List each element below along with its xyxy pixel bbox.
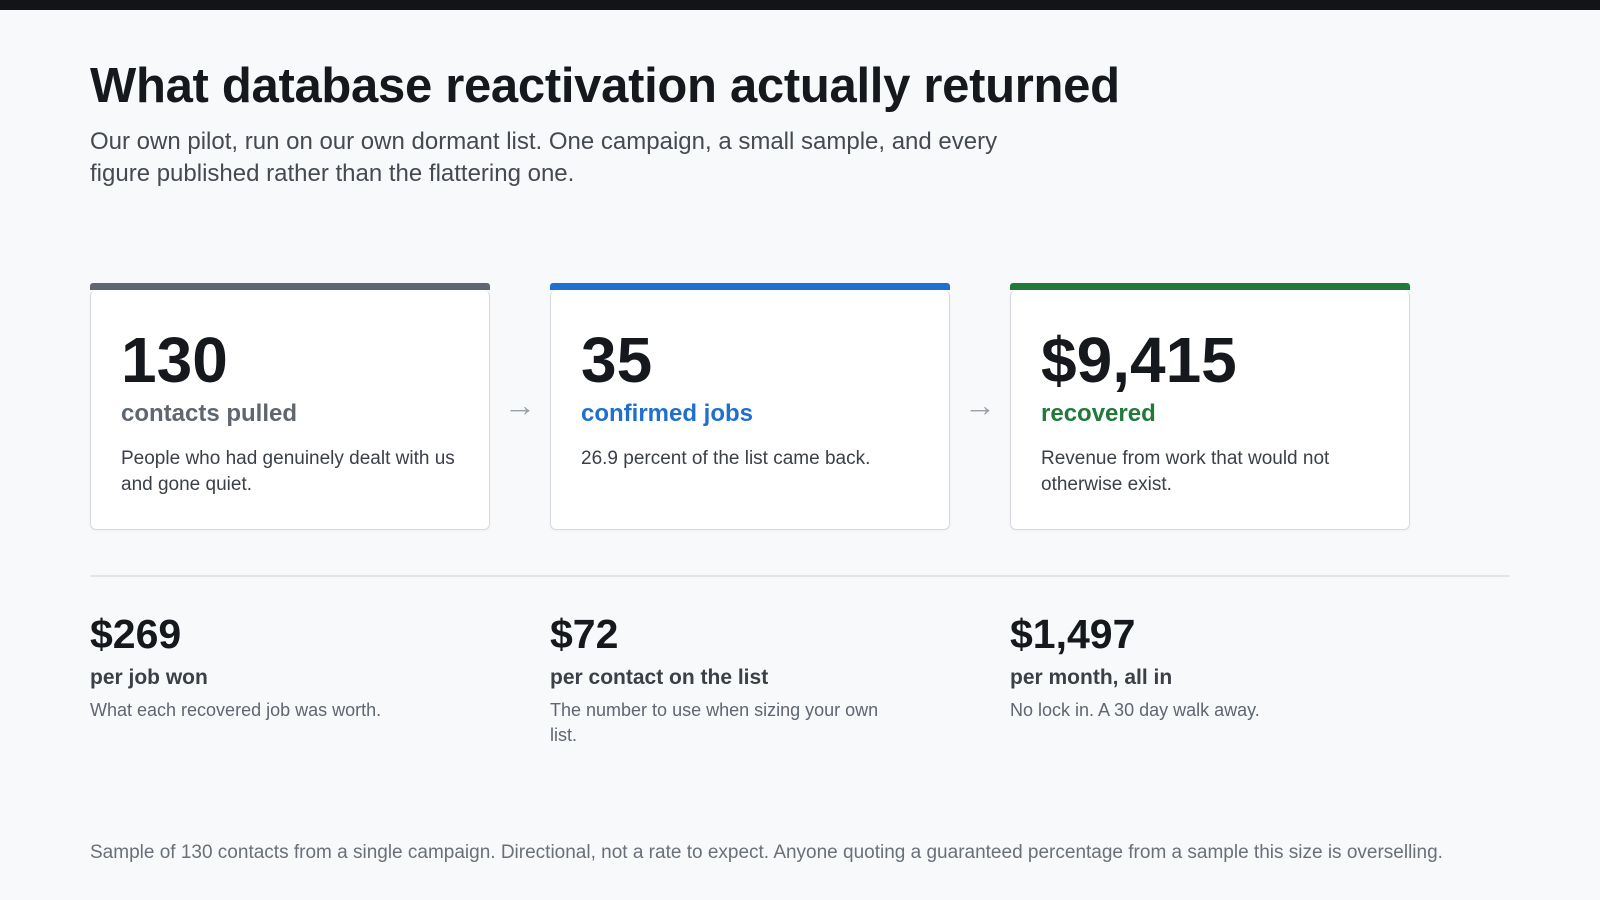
metric-description: People who had genuinely dealt with us a… bbox=[121, 448, 455, 495]
metric-description: Revenue from work that would not otherwi… bbox=[1041, 448, 1330, 495]
metric-value: $9,415 bbox=[1041, 324, 1237, 396]
card-accent-bar bbox=[90, 283, 490, 290]
card-accent-bar bbox=[550, 283, 950, 290]
metric-card-jobs: 35 confirmed jobs 26.9 percent of the li… bbox=[550, 283, 950, 530]
stat-amount: $72 bbox=[550, 611, 619, 657]
top-bar bbox=[0, 0, 1600, 10]
arrow-right-icon: → bbox=[504, 387, 536, 423]
metric-value: 130 bbox=[121, 324, 228, 396]
metric-label: recovered bbox=[1041, 400, 1156, 427]
metric-label: contacts pulled bbox=[121, 400, 298, 427]
stat-label: per job won bbox=[90, 666, 208, 689]
stat-label: per contact on the list bbox=[550, 666, 769, 689]
stat-amount: $1,497 bbox=[1010, 611, 1136, 657]
page-title: What database reactivation actually retu… bbox=[90, 59, 1120, 113]
metric-label: confirmed jobs bbox=[581, 400, 754, 427]
stat-note: What each recovered job was worth. bbox=[90, 700, 382, 720]
section-divider bbox=[90, 575, 1510, 577]
stat-amount: $269 bbox=[90, 611, 182, 657]
stat-note: The number to use when sizing your own l… bbox=[550, 700, 879, 745]
metric-card-recovered: $9,415 recovered Revenue from work that … bbox=[1010, 283, 1410, 530]
metric-description: 26.9 percent of the list came back. bbox=[581, 448, 871, 469]
metric-card-contacts: 130 contacts pulled People who had genui… bbox=[90, 283, 490, 530]
stat-label: per month, all in bbox=[1010, 666, 1173, 689]
footnote: Sample of 130 contacts from a single cam… bbox=[90, 842, 1443, 863]
stat-note: No lock in. A 30 day walk away. bbox=[1010, 700, 1260, 720]
page-subtitle: Our own pilot, run on our own dormant li… bbox=[90, 128, 998, 187]
stat-per-month: $1,497 per month, all in No lock in. A 3… bbox=[1010, 610, 1410, 723]
metric-value: 35 bbox=[581, 324, 653, 396]
stat-per-contact: $72 per contact on the list The number t… bbox=[550, 610, 950, 748]
arrow-right-icon: → bbox=[964, 387, 996, 423]
card-accent-bar bbox=[1010, 283, 1410, 290]
stat-per-job: $269 per job won What each recovered job… bbox=[90, 610, 490, 723]
